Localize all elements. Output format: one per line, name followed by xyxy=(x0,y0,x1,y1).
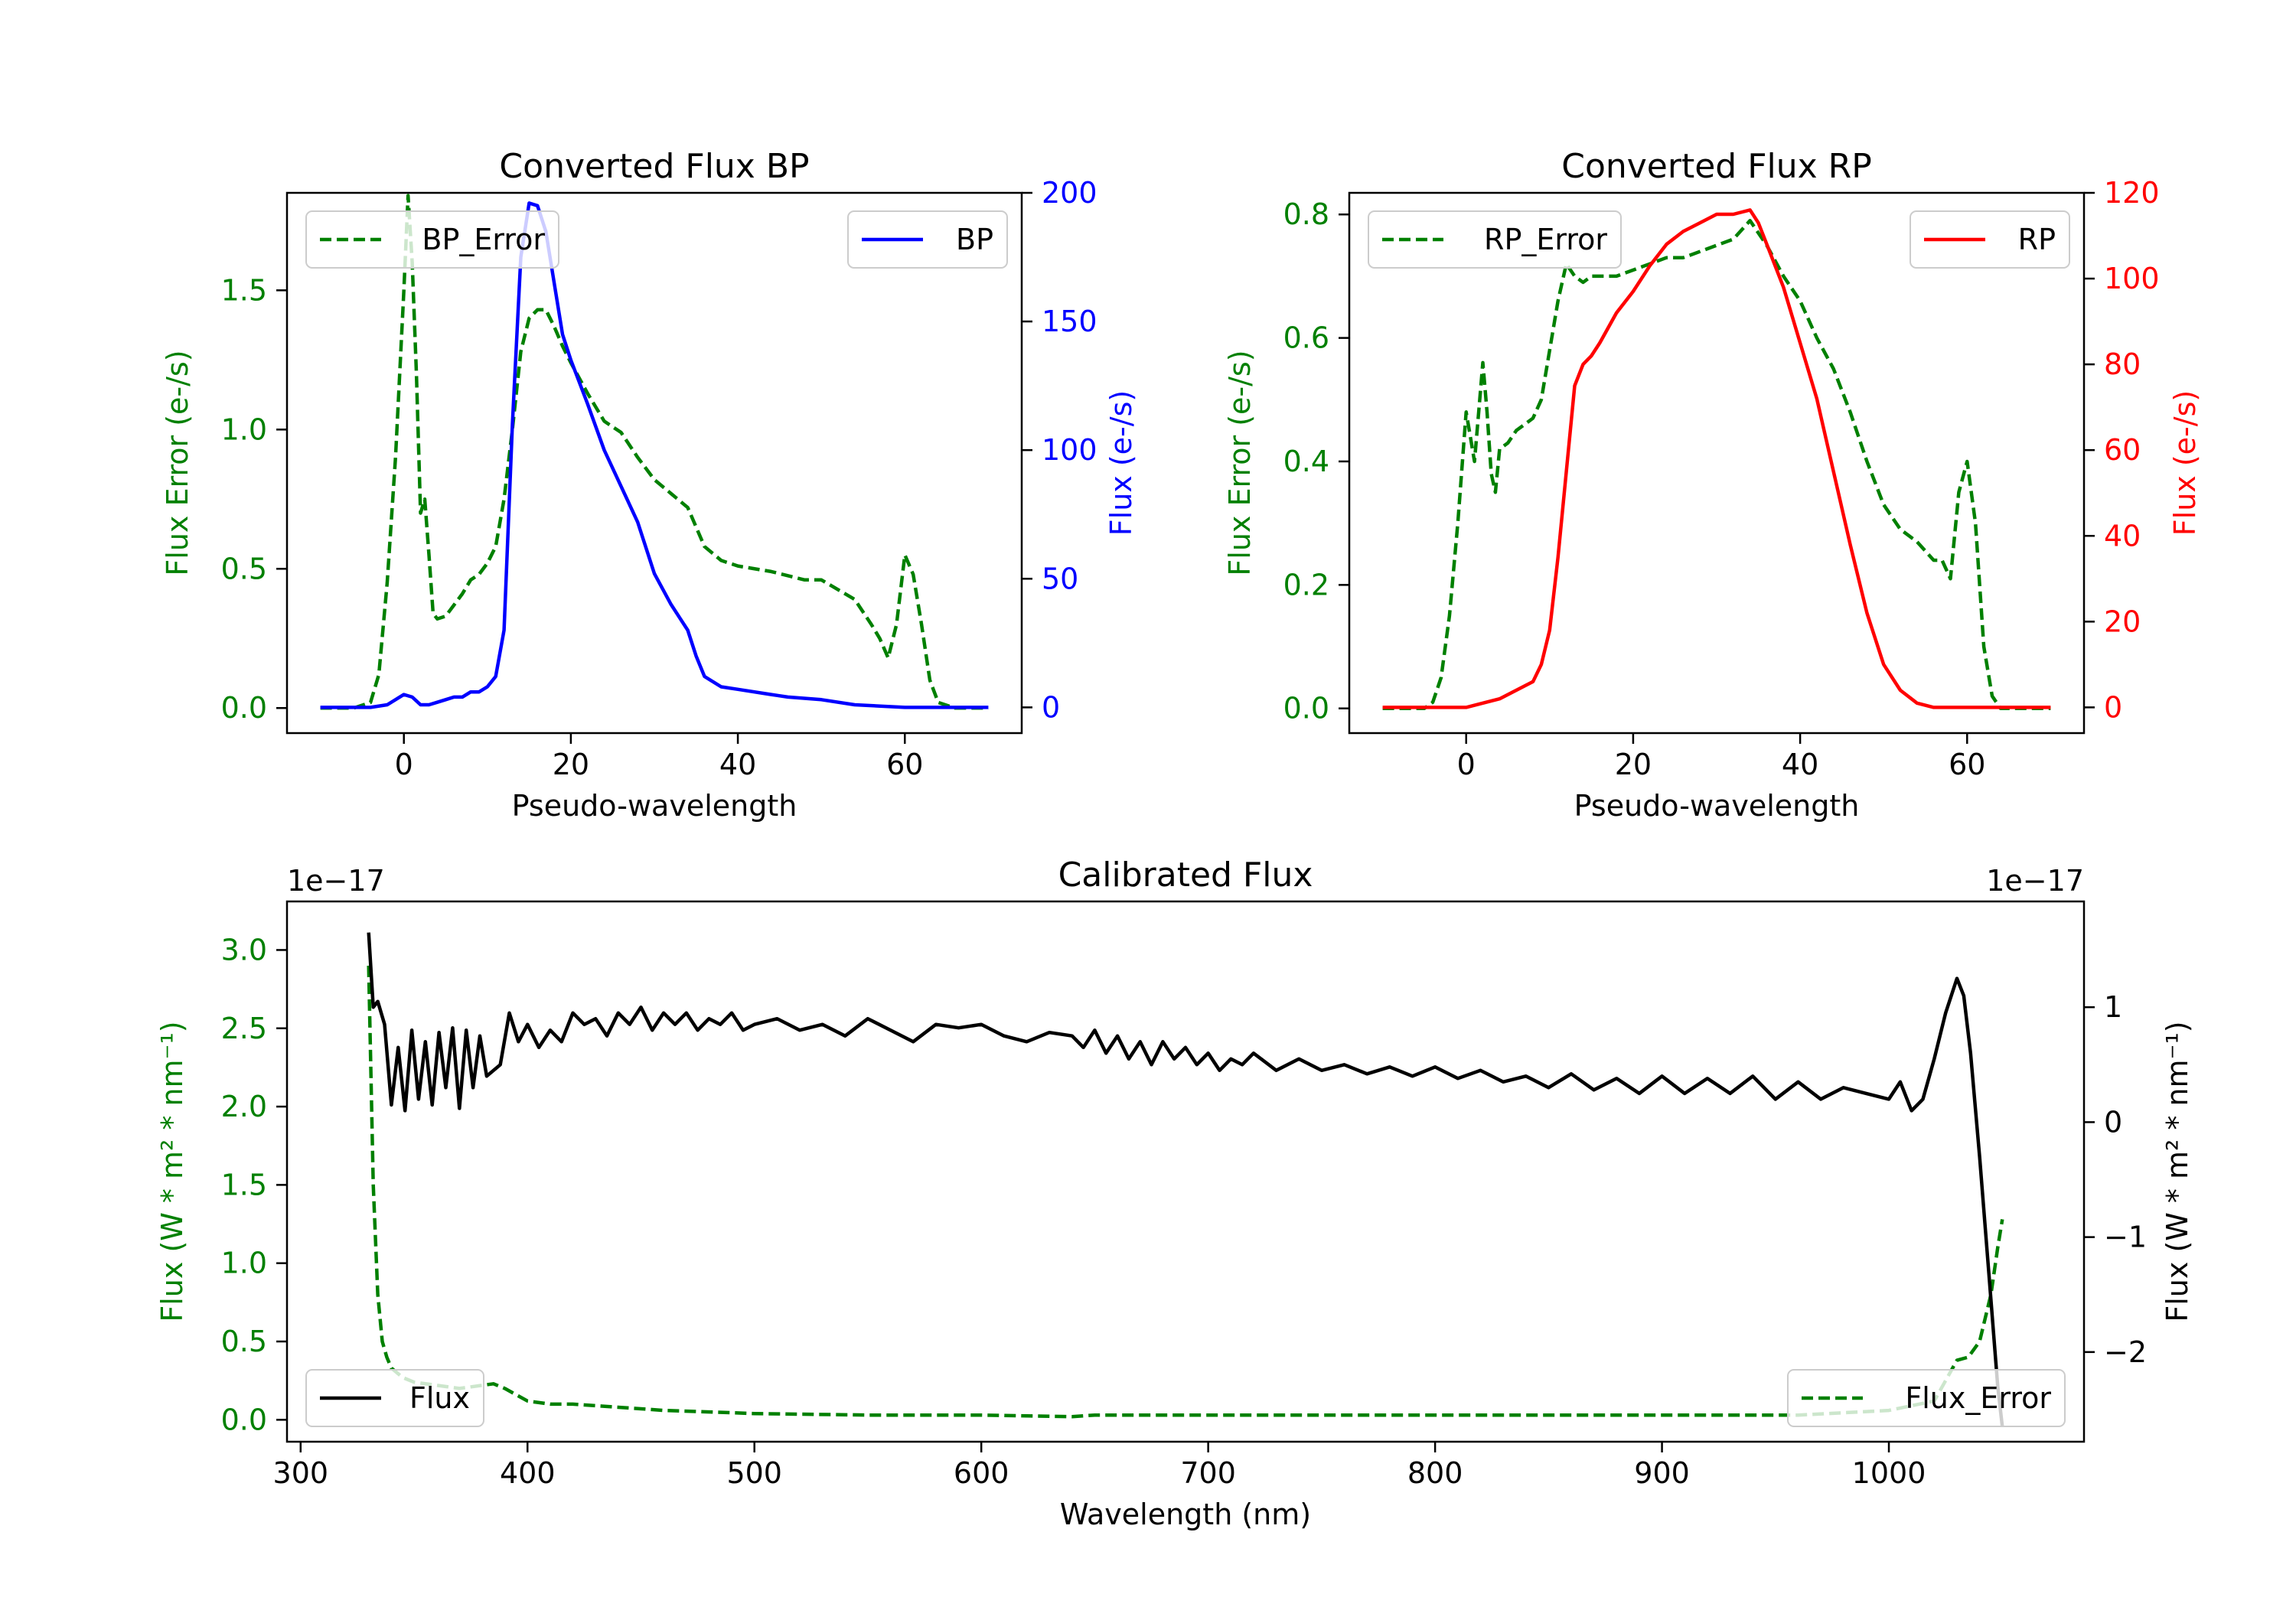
x-tick-label: 600 xyxy=(954,1456,1009,1490)
legend-right: RP xyxy=(1910,210,2070,269)
y-right-tick-label: 100 xyxy=(1042,433,1097,467)
y-right-tick-label: 0 xyxy=(2104,1105,2122,1139)
y-right-axis-label: Flux (e-/s) xyxy=(2168,390,2202,536)
y-left-tick-label: 2.0 xyxy=(221,1090,267,1123)
y-left-tick-label: 0.0 xyxy=(1283,692,1329,725)
x-tick-label: 500 xyxy=(726,1456,782,1490)
legend-label: RP_Error xyxy=(1484,223,1607,256)
y-left-tick-label: 0.5 xyxy=(221,552,267,585)
axes-frame xyxy=(285,900,2086,1443)
y-left-tick-label: 1.0 xyxy=(221,412,267,446)
legend-left: BP_Error xyxy=(305,210,559,269)
y-left-axis-label: Flux Error (e-/s) xyxy=(1223,350,1257,575)
x-tick-label: 60 xyxy=(1949,748,1985,781)
y-right-tick-label: 0 xyxy=(1042,690,1060,724)
series-line-rp-error xyxy=(1382,219,2051,710)
series-line-bp xyxy=(320,201,989,709)
y-left-tick-label: 0.4 xyxy=(1283,445,1329,478)
y-right-tick-label: 150 xyxy=(1042,305,1097,338)
legend-frame xyxy=(1910,210,2070,269)
axes-frame xyxy=(285,191,1023,735)
y-right-axis-label: Flux (W * m² * nm⁻¹) xyxy=(2161,1021,2194,1322)
x-tick-label: 40 xyxy=(719,748,756,781)
legend-left: RP_Error xyxy=(1368,210,1622,269)
y-right-tick-label: 200 xyxy=(1042,176,1097,210)
x-tick-label: 400 xyxy=(500,1456,556,1490)
y-left-tick-label: 0.0 xyxy=(221,1403,267,1436)
y-left-axis-label: Flux Error (e-/s) xyxy=(161,350,194,575)
x-tick-label: 1000 xyxy=(1852,1456,1926,1490)
legend-label: BP xyxy=(956,223,993,256)
legend-label: Flux xyxy=(409,1381,470,1415)
series-line-rp xyxy=(1382,208,2051,709)
x-axis-label: Pseudo-wavelength xyxy=(512,789,797,823)
y-right-offset-text: 1e−17 xyxy=(1986,864,2084,898)
x-tick-label: 60 xyxy=(886,748,923,781)
x-tick-label: 20 xyxy=(1615,748,1652,781)
x-tick-label: 900 xyxy=(1634,1456,1690,1490)
legend-label: RP xyxy=(2018,223,2056,256)
y-left-tick-label: 1.5 xyxy=(221,273,267,307)
legend-label: Flux_Error xyxy=(1905,1381,2051,1415)
y-left-tick-label: 0.5 xyxy=(221,1325,267,1358)
y-left-tick-label: 0.2 xyxy=(1283,568,1329,601)
x-tick-label: 800 xyxy=(1407,1456,1463,1490)
y-right-axis-label: Flux (e-/s) xyxy=(1104,390,1138,536)
chart-calib: Calibrated Flux 300 400 500 600 700 800 900 1000… xyxy=(155,856,2194,1531)
y-right-tick-label: 0 xyxy=(2104,690,2122,724)
y-right-tick-label: 120 xyxy=(2104,176,2160,210)
legend-frame xyxy=(847,210,1008,269)
chart-title: Calibrated Flux xyxy=(1058,856,1313,895)
x-tick-label: 20 xyxy=(553,748,589,781)
y-left-tick-label: 0.0 xyxy=(221,691,267,725)
x-tick-label: 40 xyxy=(1782,748,1818,781)
y-left-tick-label: 3.0 xyxy=(221,933,267,966)
y-right-tick-label: 50 xyxy=(1042,562,1078,595)
chart-bp: Converted Flux BP 0 20 40 60 Pseudo-wavelengt… xyxy=(161,147,1138,823)
x-tick-label: 700 xyxy=(1180,1456,1236,1490)
y-left-offset-text: 1e−17 xyxy=(287,864,385,898)
x-axis-label: Pseudo-wavelength xyxy=(1574,789,1860,823)
y-right-tick-label: −2 xyxy=(2104,1335,2147,1369)
axes-frame xyxy=(1348,191,2086,735)
chart-title: Converted Flux RP xyxy=(1561,147,1872,186)
y-right-tick-label: 80 xyxy=(2104,347,2141,381)
legend-frame xyxy=(1368,210,1622,269)
legend-right: BP xyxy=(847,210,1008,269)
y-left-tick-label: 0.6 xyxy=(1283,321,1329,355)
y-left-axis-label: Flux (W * m² * nm⁻¹) xyxy=(155,1021,189,1322)
y-left-tick-label: 2.5 xyxy=(221,1012,267,1045)
legend-label: BP_Error xyxy=(422,223,545,256)
y-right-tick-label: −1 xyxy=(2104,1221,2147,1254)
y-right-tick-label: 20 xyxy=(2104,605,2141,638)
y-right-tick-label: 1 xyxy=(2104,990,2122,1024)
x-tick-label: 0 xyxy=(1457,748,1476,781)
y-right-tick-label: 60 xyxy=(2104,433,2141,467)
series-line-bp-error xyxy=(320,194,989,710)
chart-rp: Converted Flux RP 0 20 40 60 Pseudo-wavelengt… xyxy=(1223,147,2202,823)
x-axis-label: Wavelength (nm) xyxy=(1060,1498,1311,1531)
x-tick-label: 300 xyxy=(273,1456,329,1490)
chart-title: Converted Flux BP xyxy=(499,147,809,186)
legend-right: Flux_Error xyxy=(1787,1369,2066,1427)
y-right-tick-label: 40 xyxy=(2104,519,2141,553)
legend-left: Flux xyxy=(305,1369,484,1427)
series-line-flux xyxy=(367,932,2004,1427)
legend-frame xyxy=(305,210,559,269)
y-right-tick-label: 100 xyxy=(2104,262,2160,295)
y-left-tick-label: 1.0 xyxy=(221,1247,267,1280)
legend-frame xyxy=(305,1369,484,1427)
y-left-tick-label: 1.5 xyxy=(221,1168,267,1201)
y-left-tick-label: 0.8 xyxy=(1283,197,1329,231)
legend-frame xyxy=(1787,1369,2066,1427)
series-line-flux-error xyxy=(367,965,2004,1419)
x-tick-label: 0 xyxy=(395,748,413,781)
